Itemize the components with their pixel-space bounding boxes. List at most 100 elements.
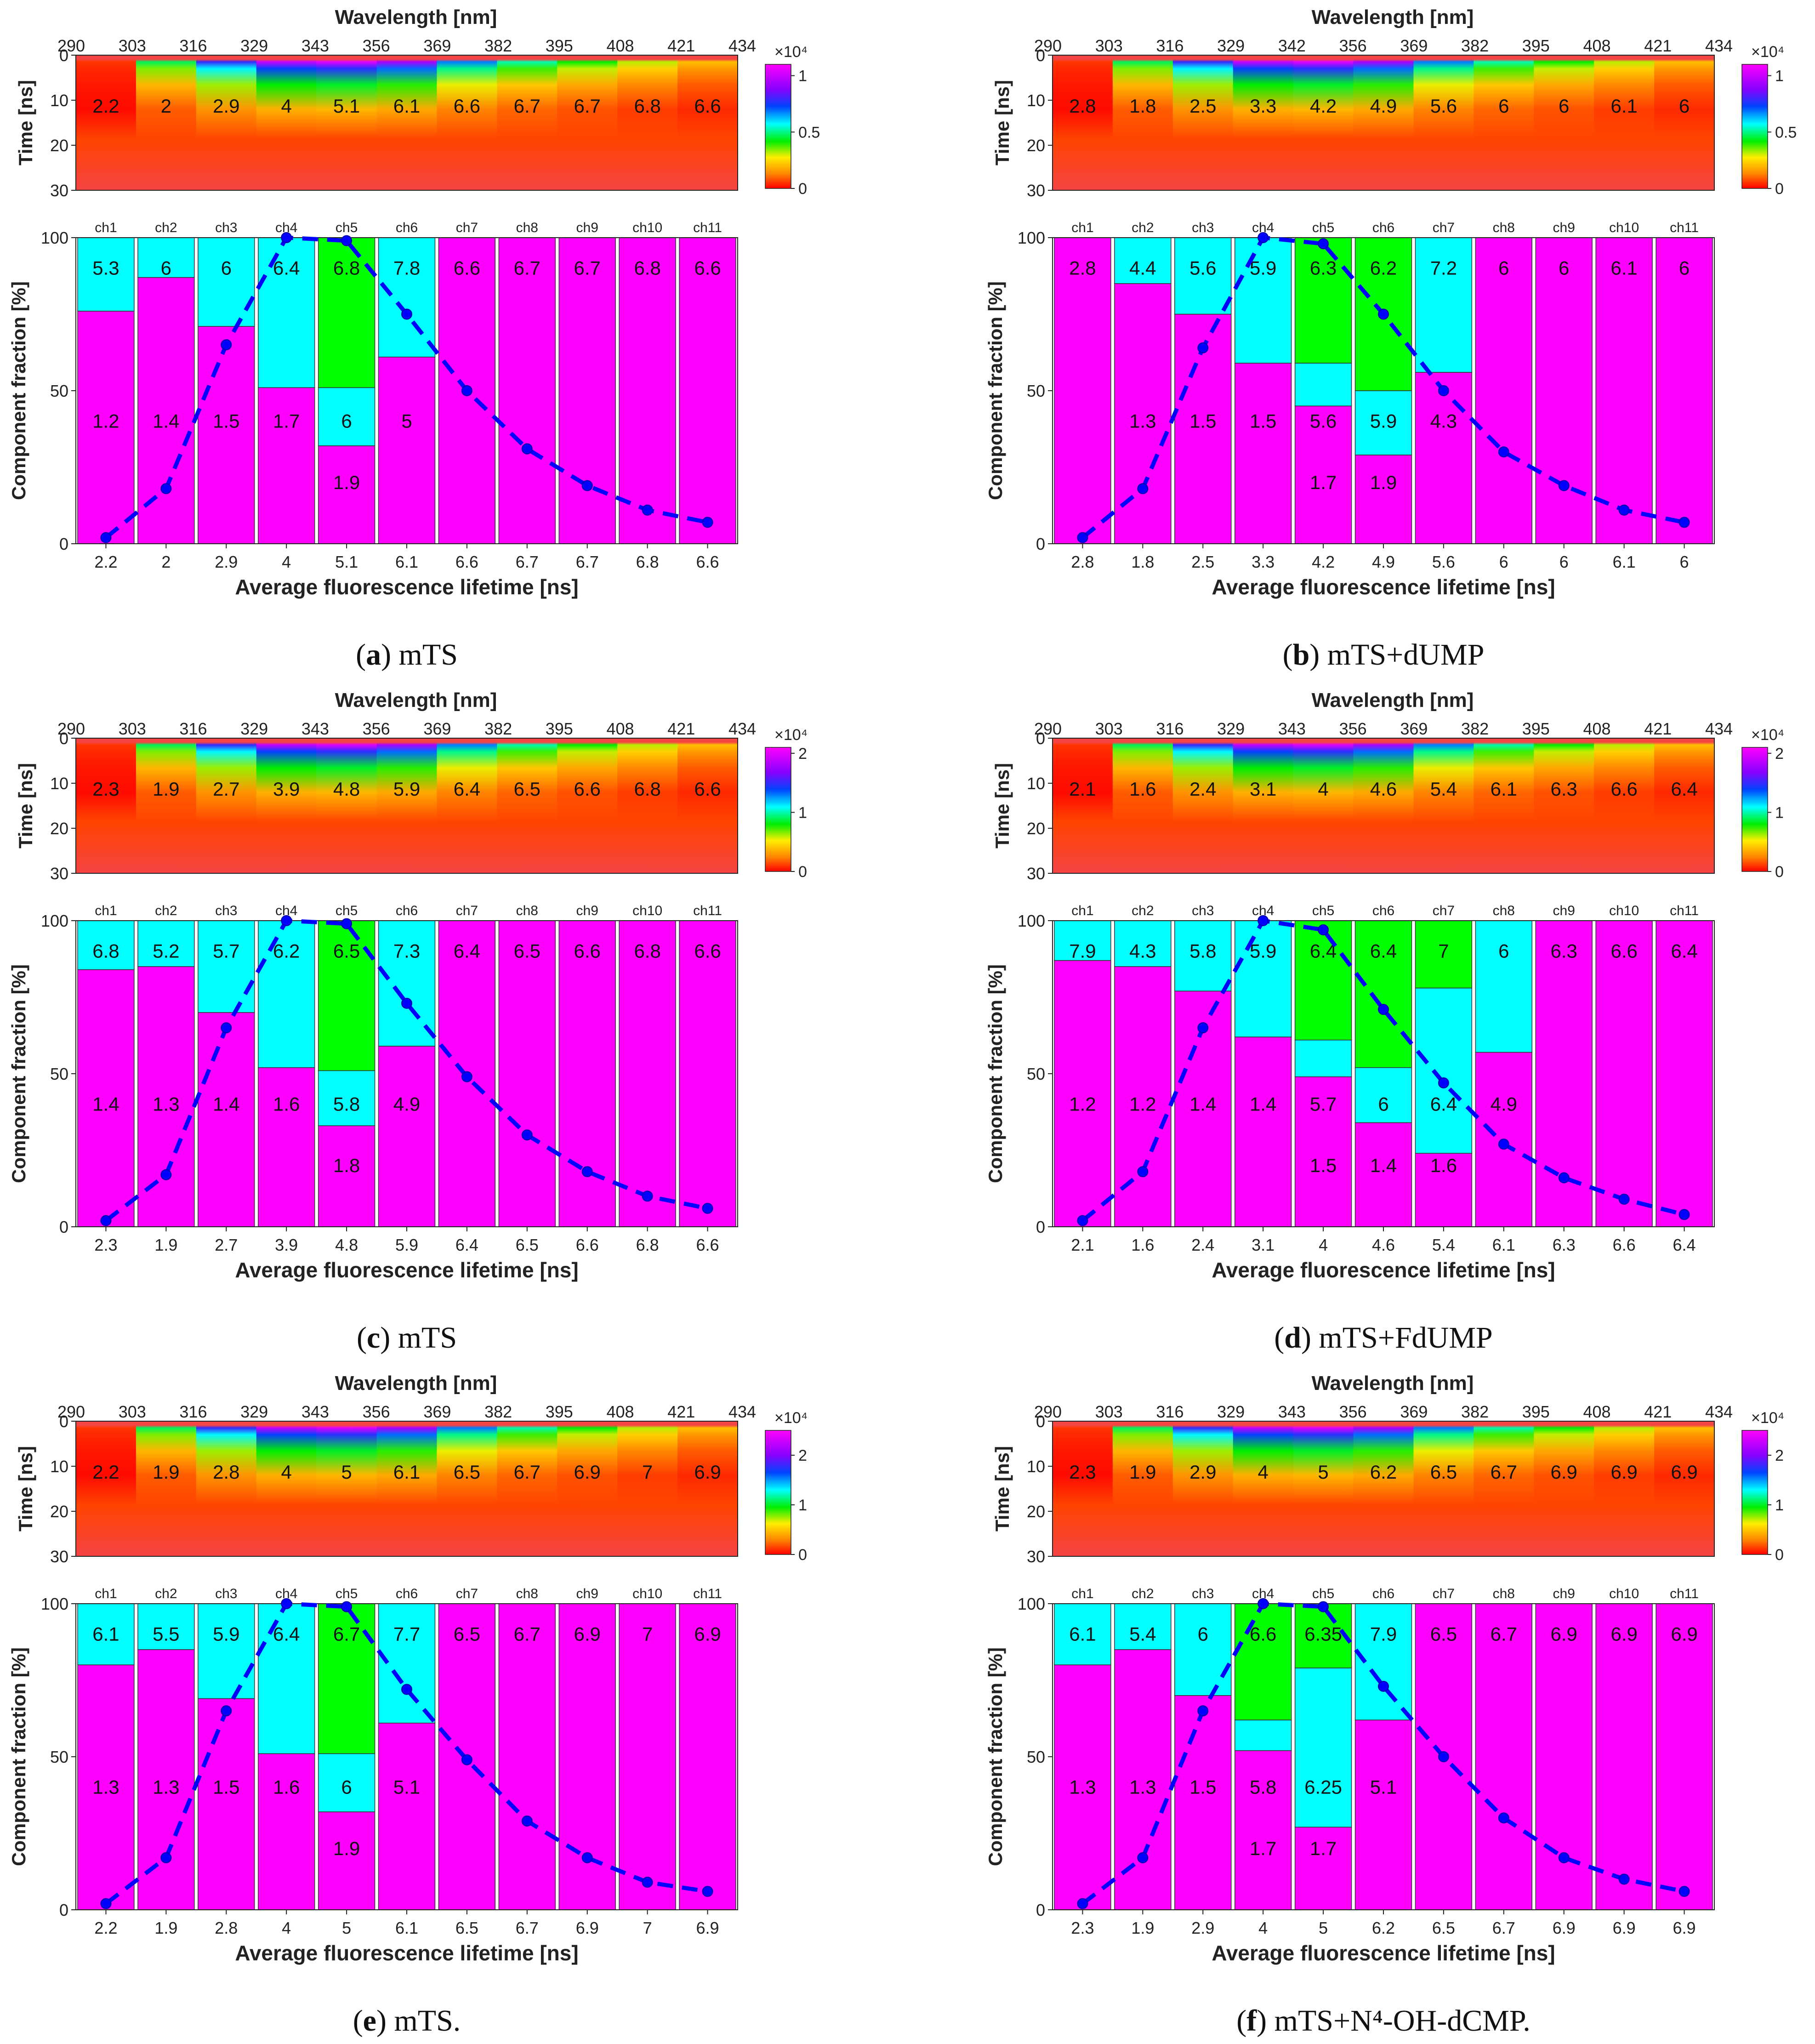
intensity-marker bbox=[702, 1886, 713, 1897]
intensity-marker bbox=[401, 1684, 412, 1695]
bar-segment-label: 7.8 bbox=[393, 257, 420, 279]
bar-segment-label: 7 bbox=[642, 1623, 653, 1645]
heatmap-column bbox=[437, 55, 497, 190]
intensity-marker bbox=[521, 1129, 533, 1141]
bar-xtick-label: 3.9 bbox=[275, 1236, 298, 1254]
colorbar bbox=[1741, 747, 1768, 872]
heatmap-lifetime-label: 2.2 bbox=[92, 1461, 119, 1483]
bar-segment-magenta bbox=[137, 966, 195, 1227]
bar-segment-label: 6 bbox=[1198, 1623, 1208, 1645]
bar-segment-label: 6.7 bbox=[1491, 1623, 1517, 1645]
heatmap-frame bbox=[1052, 55, 1715, 191]
heatmap-lifetime-label: 6.7 bbox=[514, 1461, 541, 1483]
heatmap-ylabel: Time [ns] bbox=[991, 1446, 1013, 1532]
bar-segment-magenta bbox=[1656, 237, 1713, 544]
bar-xtick-label: 6.9 bbox=[576, 1919, 599, 1937]
colorbar-tick-label: 0 bbox=[798, 863, 807, 881]
bar-segment-label: 6.9 bbox=[1551, 1623, 1577, 1645]
bar-segment-magenta bbox=[1354, 1122, 1412, 1227]
panel-c: Wavelength [nm] 290 303 316 329 343 356 369 382 3… bbox=[8, 689, 808, 1355]
bar-segment-label: 5.9 bbox=[213, 1623, 239, 1645]
bar-xtick-label: 6.3 bbox=[1553, 1236, 1576, 1254]
bar-segment-label: 5.6 bbox=[1310, 410, 1337, 432]
heatmap-ytick-label: 10 bbox=[1027, 1457, 1045, 1476]
heatmap-column bbox=[557, 55, 618, 190]
intensity-marker bbox=[1137, 1166, 1149, 1178]
bar-segment-label: 1.9 bbox=[333, 1838, 360, 1859]
bar-xtick-label: 6.4 bbox=[1673, 1236, 1696, 1254]
wavelength-tick-label: 408 bbox=[607, 719, 634, 738]
caption-letter: b bbox=[1293, 638, 1310, 672]
colorbar-tick-label: 2 bbox=[798, 745, 807, 763]
bar-xtick-label: 1.6 bbox=[1131, 1236, 1154, 1254]
wavelength-tick-label: 382 bbox=[484, 1402, 512, 1421]
bar-segment-label: 6 bbox=[1498, 940, 1509, 962]
intensity-marker bbox=[1197, 1705, 1209, 1717]
bar-segment-cyan bbox=[1114, 237, 1172, 284]
bar-segment-label: 6 bbox=[161, 257, 171, 279]
wavelength-tick-label: 356 bbox=[363, 1402, 390, 1421]
heatmap-column bbox=[196, 55, 257, 190]
bar-segment-cyan bbox=[1294, 363, 1352, 407]
colorbar-exponent: ×10⁴ bbox=[774, 726, 808, 744]
bar-segment-cyan bbox=[1054, 1603, 1111, 1665]
heatmap-ytick-label: 30 bbox=[50, 1547, 68, 1566]
colorbar-tick-label: 0 bbox=[1775, 863, 1784, 881]
heatmap-column bbox=[497, 738, 558, 873]
bar-segment-magenta bbox=[1114, 1649, 1172, 1910]
bar-xtick-label: 6.6 bbox=[696, 552, 719, 571]
channel-label: ch11 bbox=[1670, 220, 1699, 235]
intensity-marker bbox=[341, 235, 353, 246]
wavelength-tick-label: 369 bbox=[1400, 36, 1428, 55]
intensity-marker bbox=[1438, 1751, 1449, 1762]
bar-xtick-label: 6.8 bbox=[636, 552, 659, 571]
bar-segment-label: 1.5 bbox=[1189, 1776, 1216, 1798]
bar-segment-label: 1.3 bbox=[92, 1776, 119, 1798]
bar-segment-magenta bbox=[1535, 1603, 1593, 1910]
bar-segment-label: 7.2 bbox=[1430, 257, 1457, 279]
intensity-marker bbox=[702, 517, 713, 528]
wavelength-tick-label: 395 bbox=[1522, 1402, 1550, 1421]
intensity-marker bbox=[1077, 1898, 1088, 1909]
heatmap-ytick-label: 20 bbox=[50, 136, 68, 155]
heatmap-column bbox=[256, 55, 317, 190]
bar-segment-label: 6.4 bbox=[1671, 940, 1697, 962]
bar-segment-cyan bbox=[257, 920, 315, 1068]
wavelength-tick-label: 356 bbox=[1339, 36, 1367, 55]
bar-segment-label: 5.1 bbox=[1370, 1776, 1397, 1798]
intensity-marker bbox=[642, 504, 653, 516]
heatmap-column bbox=[1293, 738, 1354, 873]
intensity-marker bbox=[281, 232, 292, 243]
bar-segment-label: 5.8 bbox=[333, 1093, 360, 1115]
caption-paren-open: ( bbox=[1236, 2004, 1246, 2038]
bar-segment-magenta bbox=[1054, 1664, 1111, 1910]
channel-label: ch9 bbox=[1553, 1586, 1575, 1601]
channel-label: ch6 bbox=[1372, 903, 1394, 918]
bar-xtick-label: 6.6 bbox=[696, 1236, 719, 1254]
heatmap-lifetime-label: 4.8 bbox=[333, 778, 360, 800]
bar-segment-magenta bbox=[1294, 1076, 1352, 1227]
heatmap-lifetime-label: 6.1 bbox=[393, 95, 420, 117]
heatmap-column bbox=[677, 1421, 738, 1556]
bar-segment-magenta bbox=[318, 445, 376, 544]
heatmap-ytick-label: 20 bbox=[50, 1502, 68, 1521]
bar-segment-magenta bbox=[1415, 372, 1473, 544]
heatmap-column bbox=[1654, 55, 1715, 190]
wavelength-tick-label: 303 bbox=[1095, 719, 1123, 738]
bar-segment-cyan bbox=[1174, 237, 1232, 315]
bar-segment-label: 1.5 bbox=[213, 1776, 239, 1798]
caption-paren-open: ( bbox=[1283, 638, 1293, 672]
bar-segment-cyan bbox=[1294, 1668, 1352, 1828]
heatmap-lifetime-label: 5.9 bbox=[393, 778, 420, 800]
bar-segment-cyan bbox=[1234, 237, 1292, 364]
heatmap-lifetime-label: 5.4 bbox=[1430, 778, 1457, 800]
heatmap-column bbox=[136, 738, 197, 873]
wavelength-tick-label: 408 bbox=[1583, 1402, 1611, 1421]
heatmap-column bbox=[196, 1421, 257, 1556]
intensity-marker bbox=[461, 385, 472, 396]
heatmap-column bbox=[1474, 738, 1534, 873]
channel-label: ch8 bbox=[516, 220, 538, 235]
bar-xtick-label: 2.2 bbox=[94, 1919, 117, 1937]
heatmap-lifetime-label: 7 bbox=[642, 1461, 653, 1483]
heatmap-column bbox=[1112, 738, 1173, 873]
